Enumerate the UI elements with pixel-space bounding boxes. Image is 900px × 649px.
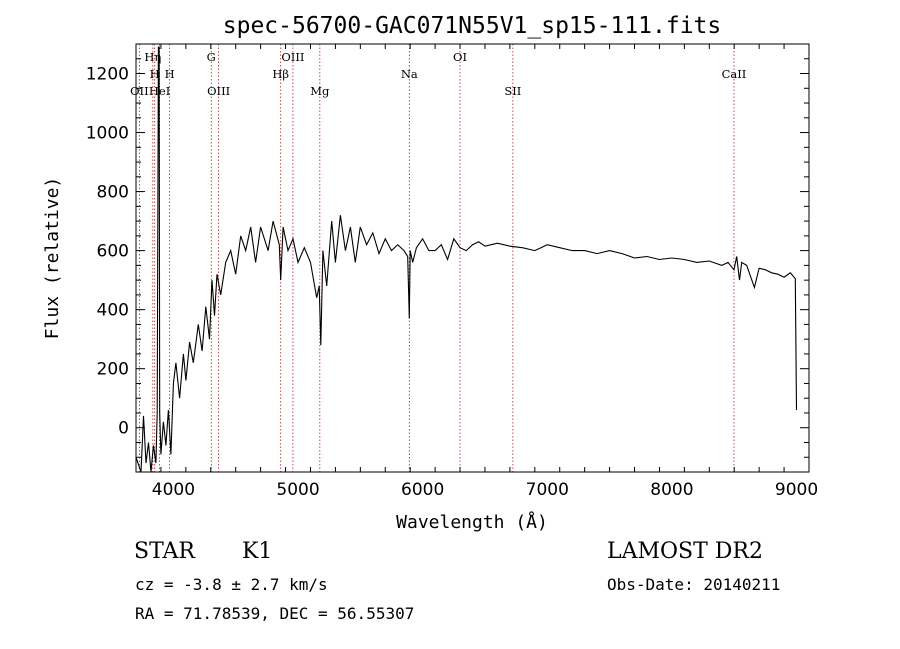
object-class: STAR — [134, 539, 195, 564]
line-label: H — [165, 67, 175, 81]
redshift-text: cz = -3.8 ± 2.7 km/s — [135, 575, 328, 594]
line-label: OII — [130, 84, 149, 98]
obs-date: Obs-Date: 20140211 — [607, 575, 781, 594]
line-label: G — [207, 50, 216, 64]
line-label: Mg — [310, 84, 330, 98]
coordinates-text: RA = 71.78539, DEC = 56.55307 — [135, 604, 415, 623]
x-tick-label: 6000 — [401, 480, 444, 500]
line-label: OIII — [207, 84, 230, 98]
y-tick-label: 1000 — [86, 124, 129, 144]
line-label: Hβ — [272, 67, 289, 81]
y-tick-label: 0 — [118, 419, 129, 439]
line-label: OIII — [281, 50, 304, 64]
line-label: CaII — [722, 67, 747, 81]
spectrum-line — [135, 46, 798, 473]
y-tick-label: 200 — [97, 360, 129, 380]
plot-frame — [135, 43, 810, 473]
x-axis: 4000 5000 6000 7000 8000 9000 — [135, 44, 818, 500]
line-label: Na — [401, 67, 418, 81]
y-tick-label: 800 — [97, 183, 129, 203]
x-tick-label: 4000 — [152, 480, 195, 500]
line-label: Hη — [144, 50, 161, 64]
line-label: H — [150, 67, 160, 81]
x-tick-label: 5000 — [276, 480, 319, 500]
x-tick-label: 7000 — [526, 480, 569, 500]
x-tick-label: 9000 — [775, 480, 818, 500]
x-tick-label: 8000 — [650, 480, 693, 500]
line-label: OI — [453, 50, 467, 64]
survey-name: LAMOST DR2 — [607, 539, 763, 564]
object-subclass: K1 — [242, 539, 273, 564]
y-tick-label: 1200 — [86, 65, 129, 85]
x-axis-label: Wavelength (Å) — [396, 511, 548, 533]
y-tick-label: 600 — [97, 242, 129, 262]
line-label: SII — [504, 84, 521, 98]
y-tick-label: 400 — [97, 301, 129, 321]
spectral-line-markers — [138, 44, 735, 472]
y-axis: 0 200 400 600 800 1000 1200 — [86, 43, 809, 458]
chart-title: spec-56700-GAC071N55V1_sp15-111.fits — [223, 13, 722, 39]
y-axis-label: Flux (relative) — [42, 177, 63, 340]
